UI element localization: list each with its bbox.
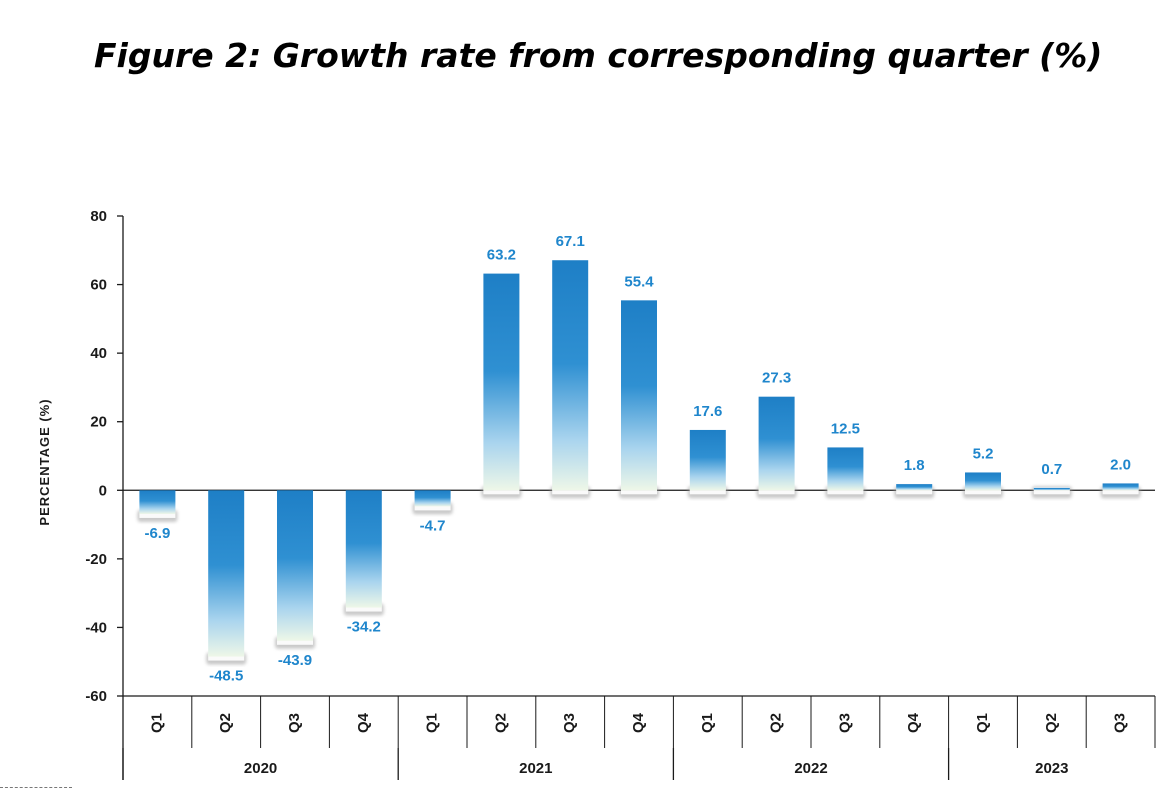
x-category-label: Q1: [148, 713, 165, 733]
bar-base: [896, 487, 933, 495]
bar: [277, 490, 313, 641]
bar: [621, 300, 657, 491]
x-category-label: Q2: [217, 713, 234, 733]
bar-value-label: 67.1: [556, 233, 585, 250]
corner-dash: [0, 787, 72, 788]
bar-value-label: 27.3: [762, 370, 791, 387]
bar-value-label: 55.4: [624, 273, 654, 290]
x-category-label: Q1: [974, 713, 991, 733]
bar: [208, 490, 245, 657]
bar-base: [1033, 487, 1070, 495]
x-category-label: Q3: [561, 713, 578, 733]
bar-base: [483, 487, 520, 495]
bar-value-label: -43.9: [278, 652, 312, 669]
bar-value-label: 2.0: [1110, 456, 1131, 473]
data-labels: -6.9 -48.5 -43.9 -34.2 -4.7 63.2 67.1 55.4 17.6 2…: [144, 233, 1131, 684]
bar-value-label: -6.9: [144, 525, 170, 542]
x-group-label: 2021: [519, 760, 552, 777]
bar: [758, 396, 795, 491]
x-category-label: Q3: [836, 713, 853, 733]
bar-base: [208, 653, 245, 661]
bar-base: [1102, 487, 1139, 495]
bar-base: [758, 487, 795, 495]
x-group-label: 2020: [244, 760, 277, 777]
bar-value-label: 17.6: [693, 403, 722, 420]
chart-title: Figure 2: Growth rate from corresponding…: [94, 36, 1103, 75]
bar-value-label: 1.8: [904, 457, 925, 474]
x-category-label: Q2: [1043, 713, 1060, 733]
y-tick-label: 0: [99, 482, 107, 499]
bar: [1102, 483, 1139, 491]
x-category-label: Q4: [630, 712, 647, 733]
x-category-label: Q1: [699, 713, 716, 733]
x-category-label: Q3: [1112, 713, 1129, 733]
bar-base: [277, 637, 313, 645]
y-tick-label: 60: [90, 277, 107, 294]
y-tick-label: -60: [85, 688, 107, 705]
bar: [896, 484, 933, 491]
bar-base: [345, 604, 382, 612]
y-tick-label: -40: [85, 619, 107, 636]
bar-value-label: -48.5: [209, 668, 243, 685]
x-group-label: 2023: [1035, 760, 1068, 777]
bar-value-label: 12.5: [831, 420, 860, 437]
y-tick-label: 80: [90, 208, 107, 225]
x-category-label: Q1: [424, 713, 441, 733]
bar-base: [965, 487, 1001, 495]
bar-value-label: 5.2: [973, 445, 994, 462]
bar: [1033, 487, 1070, 491]
bar-value-label: -34.2: [347, 619, 381, 636]
bar: [965, 472, 1001, 491]
bars: [137, 260, 1141, 665]
bar-value-label: 0.7: [1041, 461, 1062, 478]
bar-base: [414, 503, 451, 511]
y-axis-label: PERCENTAGE (%): [37, 398, 52, 525]
y-tick-label: 40: [90, 345, 107, 362]
y-tick-label: 20: [90, 414, 107, 431]
x-category-label: Q4: [905, 712, 922, 733]
bar: [552, 260, 589, 491]
x-category-label: Q3: [286, 713, 303, 733]
x-category-label: Q4: [355, 712, 372, 733]
x-group-label: 2022: [794, 760, 827, 777]
bar: [139, 490, 176, 514]
bar-base: [139, 510, 176, 518]
bar: [827, 447, 864, 491]
bar-base: [621, 487, 657, 495]
bar-value-label: -4.7: [420, 517, 446, 534]
bar: [414, 490, 451, 507]
bar: [689, 429, 726, 491]
x-category-label: Q2: [768, 713, 785, 733]
bar-base: [552, 487, 589, 495]
bar-value-label: 63.2: [487, 247, 516, 264]
bar: [483, 273, 520, 491]
x-category-label: Q2: [492, 713, 509, 733]
bar-base: [827, 487, 864, 495]
bar-base: [689, 487, 726, 495]
bar: [345, 490, 382, 608]
y-tick-label: -20: [85, 551, 107, 568]
